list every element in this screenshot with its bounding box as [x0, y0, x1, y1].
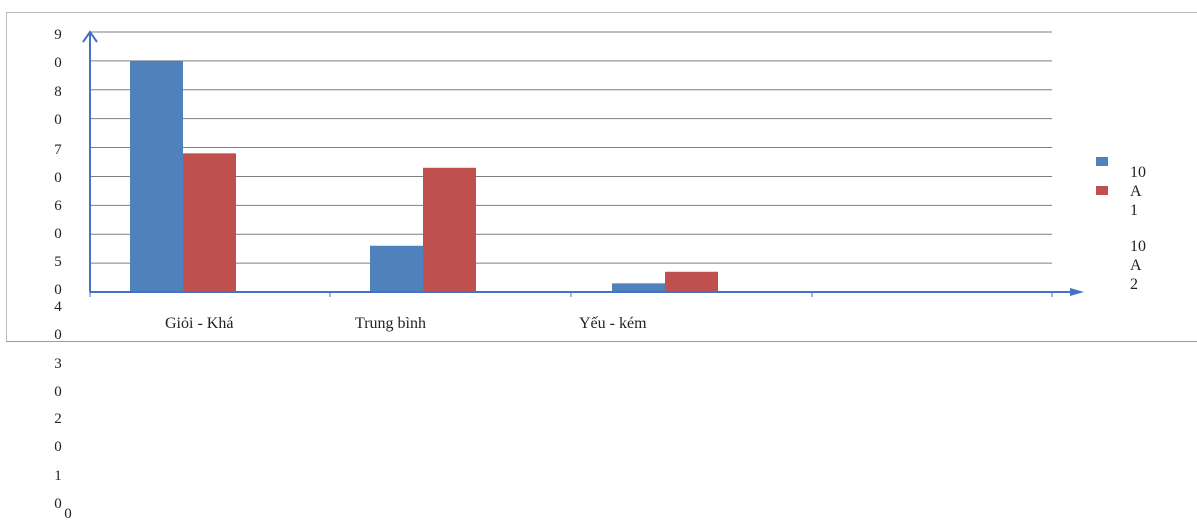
x-tick-label: Trung bình	[355, 315, 426, 332]
x-tick-label: Giỏi - Khá	[165, 315, 234, 332]
bar-10A2-0	[183, 153, 236, 292]
legend-swatch	[1096, 157, 1108, 166]
grid-lines	[90, 31, 1052, 264]
bar-10A2-2	[665, 271, 718, 292]
bar-10A1-2	[612, 283, 665, 292]
x-axis-arrow	[1070, 288, 1084, 296]
bar-10A1-1	[370, 245, 423, 292]
chart-frame	[6, 12, 1197, 342]
legend-label: 10 A 1	[1130, 164, 1146, 219]
bar-10A2-1	[423, 167, 476, 292]
y-axis-arrow	[82, 30, 98, 43]
bars	[130, 60, 718, 293]
y-tick-label: 0	[64, 506, 72, 522]
axes	[82, 30, 1084, 297]
x-tick-label: Yếu - kém	[579, 315, 647, 332]
legend-swatch	[1096, 186, 1108, 195]
legend-label: 10 A 2	[1130, 238, 1146, 293]
bar-10A1-0	[130, 60, 183, 293]
